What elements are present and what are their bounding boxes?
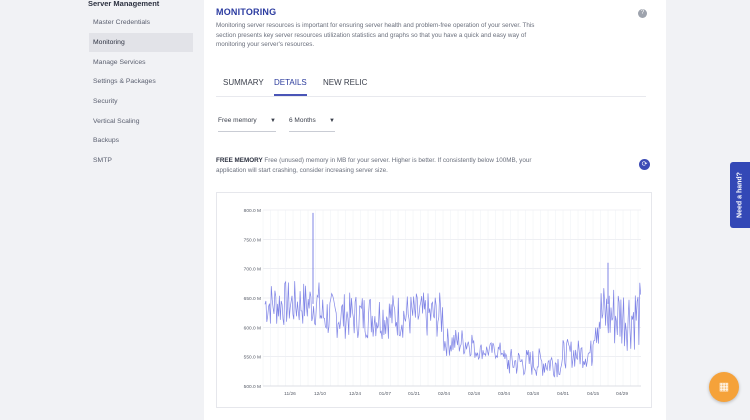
x-tick-label: 04/29 (616, 391, 628, 397)
refresh-icon[interactable]: ⟳ (639, 159, 650, 170)
y-tick-label: 700.0 M (244, 267, 261, 273)
sidebar-item-smtp[interactable]: SMTP (93, 157, 112, 164)
x-tick-label: 03/04 (498, 391, 510, 397)
need-a-hand-label: Need a hand? (736, 172, 744, 218)
y-tick-label: 750.0 M (244, 237, 261, 243)
range-select-value: 6 Months (289, 117, 316, 124)
help-icon[interactable]: ? (638, 9, 647, 18)
tab-divider (216, 96, 646, 97)
sidebar-item-monitoring[interactable]: Monitoring (89, 33, 193, 52)
metric-description: FREE MEMORY Free (unused) memory in MB f… (216, 156, 546, 175)
memory-chart: 800.0 M 750.0 M 700.0 M 650.0 M 600.0 M 550.0… (216, 192, 652, 408)
x-tick-label: 04/01 (557, 391, 569, 397)
grid-icon[interactable]: ▦ (709, 372, 739, 402)
sidebar-item-vertical-scaling[interactable]: Vertical Scaling (93, 118, 140, 125)
metric-title: FREE MEMORY (216, 157, 263, 164)
x-tick-label: 12/24 (349, 391, 361, 397)
tab-summary[interactable]: SUMMARY (223, 78, 264, 87)
y-tick-label: 600.0 M (244, 325, 261, 331)
monitoring-card: MONITORING ? Monitoring server resources… (204, 0, 666, 420)
x-tick-label: 11/26 (284, 391, 296, 397)
need-a-hand-button[interactable]: Need a hand? (730, 162, 750, 228)
sidebar-item-master-credentials[interactable]: Master Credentials (93, 19, 151, 26)
y-tick-label: 550.0 M (244, 355, 261, 361)
sidebar-item-security[interactable]: Security (93, 98, 118, 105)
x-tick-label: 02/04 (438, 391, 450, 397)
memory-chart-svg: 800.0 M 750.0 M 700.0 M 650.0 M 600.0 M 550.0… (244, 208, 642, 397)
y-tick-label: 500.0 M (244, 384, 261, 390)
chevron-down-icon: ▼ (270, 118, 276, 124)
range-select[interactable]: 6 Months ▼ (289, 117, 335, 132)
x-tick-label: 03/18 (527, 391, 539, 397)
series-line-free-memory (264, 280, 642, 378)
x-tick-label: 01/21 (408, 391, 420, 397)
sidebar: Server Management Master Credentials Mon… (83, 0, 195, 420)
page-title: MONITORING (216, 7, 277, 17)
intro-text: Monitoring server resources is important… (216, 22, 535, 49)
y-tick-label: 800.0 M (244, 208, 261, 214)
x-tick-label: 04/15 (587, 391, 599, 397)
sidebar-item-manage-services[interactable]: Manage Services (93, 59, 146, 66)
sidebar-header: Server Management (88, 0, 160, 8)
x-tick-label: 01/07 (379, 391, 391, 397)
y-tick-label: 650.0 M (244, 296, 261, 302)
tab-details[interactable]: DETAILS (274, 78, 307, 96)
chevron-down-icon: ▼ (329, 118, 335, 124)
metric-select[interactable]: Free memory ▼ (218, 117, 276, 132)
metric-select-value: Free memory (218, 117, 257, 124)
sidebar-item-backups[interactable]: Backups (93, 137, 120, 144)
metric-description-text: Free (unused) memory in MB for your serv… (216, 157, 532, 174)
sidebar-item-settings-packages[interactable]: Settings & Packages (93, 78, 156, 85)
x-tick-label: 02/18 (468, 391, 480, 397)
tab-new-relic[interactable]: NEW RELIC (323, 78, 368, 87)
x-tick-label: 12/10 (314, 391, 326, 397)
